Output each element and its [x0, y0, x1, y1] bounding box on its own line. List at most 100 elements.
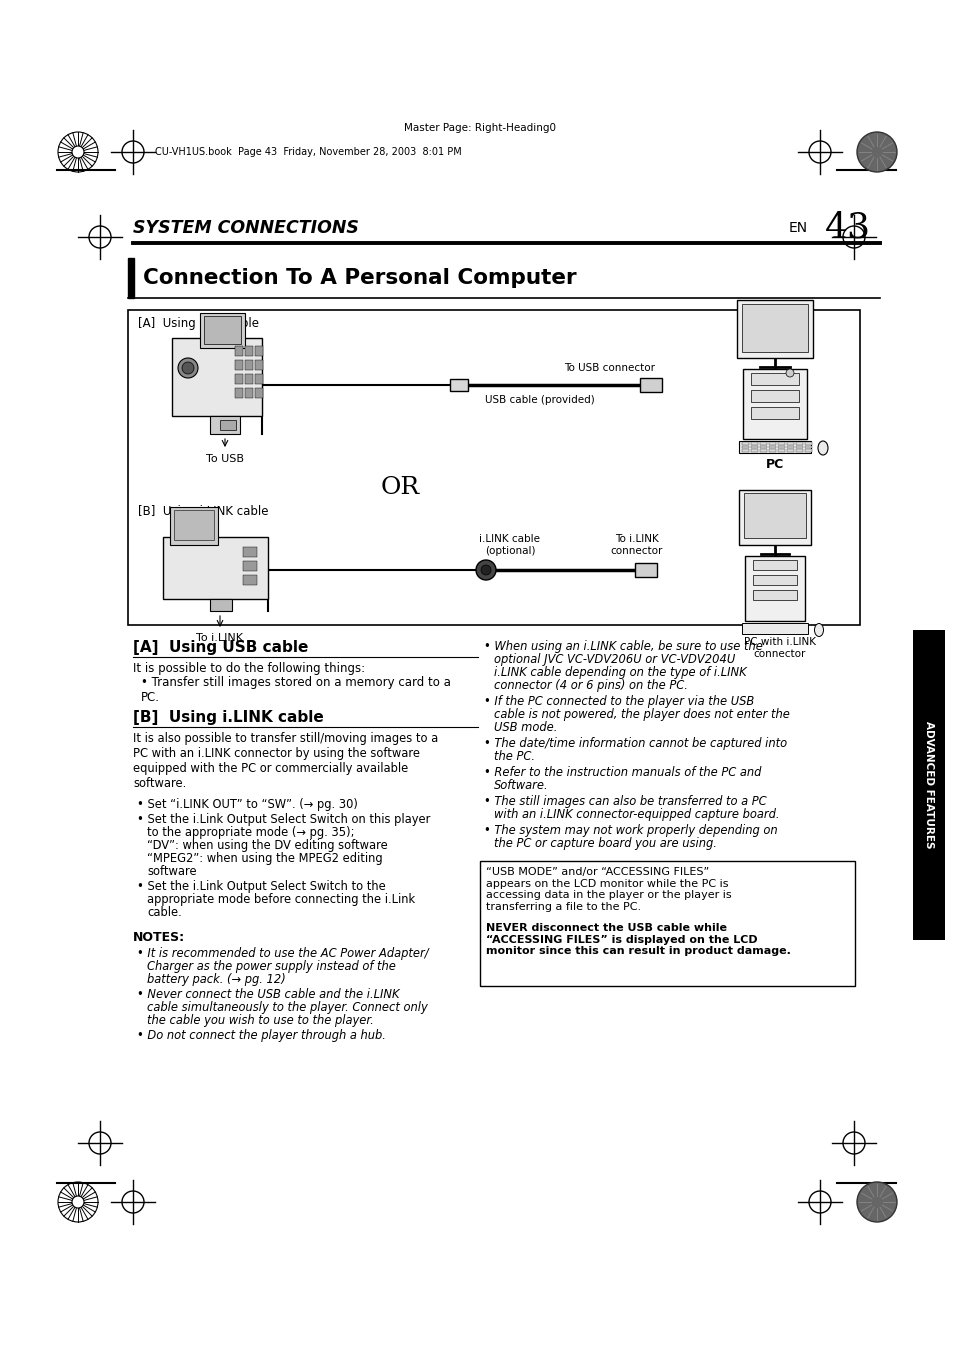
Text: [B]  Using i.LINK cable: [B] Using i.LINK cable [132, 711, 323, 725]
Bar [220, 420, 235, 430]
Text: PC with i.LINK
connector: PC with i.LINK connector [743, 638, 815, 658]
Text: To i.LINK
connector: To i.LINK connector [610, 535, 662, 557]
Text: connector (4 or 6 pins) on the PC.: connector (4 or 6 pins) on the PC. [494, 680, 687, 692]
Text: • Do not connect the player through a hub.: • Do not connect the player through a hu… [137, 1029, 385, 1042]
Bar [234, 359, 243, 370]
Text: • Refer to the instruction manuals of the PC and: • Refer to the instruction manuals of th… [483, 766, 760, 780]
Bar [795, 446, 802, 449]
Text: It is also possible to transfer still/moving images to a
PC with an i.LINK conne: It is also possible to transfer still/mo… [132, 732, 437, 790]
Text: • The still images can also be transferred to a PC: • The still images can also be transferr… [483, 794, 766, 808]
FancyBboxPatch shape [163, 536, 268, 598]
Text: [A]  Using USB cable: [A] Using USB cable [132, 640, 308, 655]
Text: To USB: To USB [206, 454, 244, 463]
Text: • If the PC connected to the player via the USB: • If the PC connected to the player via … [483, 694, 754, 708]
Bar [479, 861, 854, 986]
Text: [A]  Using USB cable: [A] Using USB cable [138, 317, 258, 331]
Bar [254, 388, 263, 399]
Bar [741, 304, 807, 353]
Bar [245, 359, 253, 370]
FancyBboxPatch shape [741, 623, 807, 634]
Bar [254, 346, 263, 357]
Bar [234, 346, 243, 357]
Text: • When using an i.LINK cable, be sure to use the: • When using an i.LINK cable, be sure to… [483, 640, 762, 653]
Bar [234, 374, 243, 384]
Bar [804, 446, 811, 449]
Text: OR: OR [380, 477, 419, 500]
Ellipse shape [817, 440, 827, 455]
Bar [750, 446, 758, 449]
Text: CU-VH1US.book  Page 43  Friday, November 28, 2003  8:01 PM: CU-VH1US.book Page 43 Friday, November 2… [154, 147, 461, 157]
Text: Connection To A Personal Computer: Connection To A Personal Computer [143, 267, 576, 288]
Bar [741, 449, 748, 451]
Text: • Set the i.Link Output Select Switch on this player: • Set the i.Link Output Select Switch on… [137, 813, 430, 825]
Bar [234, 388, 243, 399]
Bar [750, 407, 799, 419]
Text: the PC or capture board you are using.: the PC or capture board you are using. [494, 838, 716, 850]
Bar [778, 442, 784, 444]
Text: 43: 43 [824, 211, 870, 245]
Bar [128, 309, 859, 626]
Text: Software.: Software. [494, 780, 548, 792]
Polygon shape [200, 313, 245, 349]
Bar [254, 374, 263, 384]
Bar [743, 493, 805, 538]
FancyBboxPatch shape [635, 563, 657, 577]
Circle shape [856, 132, 896, 172]
Bar [912, 630, 944, 940]
Bar [742, 369, 806, 439]
Bar [795, 442, 802, 444]
Bar [750, 442, 758, 444]
Bar [254, 359, 263, 370]
Text: PC: PC [765, 458, 783, 471]
Text: It is possible to do the following things:: It is possible to do the following thing… [132, 662, 365, 676]
Bar [786, 449, 793, 451]
Circle shape [182, 362, 193, 374]
Bar [210, 598, 232, 611]
Bar [752, 576, 796, 585]
Bar [737, 300, 812, 358]
Bar [744, 557, 804, 621]
Bar [243, 576, 256, 585]
FancyBboxPatch shape [450, 380, 468, 390]
Bar [760, 442, 766, 444]
Ellipse shape [814, 624, 822, 636]
Circle shape [71, 1196, 84, 1208]
Text: “DV”: when using the DV editing software: “DV”: when using the DV editing software [147, 839, 387, 852]
Bar [760, 446, 766, 449]
Bar [741, 442, 748, 444]
Text: • Never connect the USB cable and the i.LINK: • Never connect the USB cable and the i.… [137, 988, 399, 1001]
Text: Master Page: Right-Heading0: Master Page: Right-Heading0 [403, 123, 556, 132]
Text: • The date/time information cannot be captured into: • The date/time information cannot be ca… [483, 738, 786, 750]
Text: • It is recommended to use the AC Power Adapter/: • It is recommended to use the AC Power … [137, 947, 428, 961]
Bar [170, 507, 218, 544]
Bar [786, 446, 793, 449]
Bar [786, 442, 793, 444]
Circle shape [476, 561, 496, 580]
Text: i.LINK cable depending on the type of i.LINK: i.LINK cable depending on the type of i.… [494, 666, 746, 680]
Circle shape [480, 565, 491, 576]
Text: cable.: cable. [147, 907, 182, 919]
Text: NEVER disconnect the USB cable while
“ACCESSING FILES” is displayed on the LCD
m: NEVER disconnect the USB cable while “AC… [485, 923, 790, 957]
Text: “USB MODE” and/or “ACCESSING FILES”
appears on the LCD monitor while the PC is
a: “USB MODE” and/or “ACCESSING FILES” appe… [485, 867, 731, 912]
Text: To USB connector: To USB connector [564, 363, 655, 373]
Bar [778, 449, 784, 451]
Text: USB mode.: USB mode. [494, 721, 557, 734]
Text: NOTES:: NOTES: [132, 931, 185, 944]
Bar [768, 449, 775, 451]
Text: USB cable (provided): USB cable (provided) [485, 394, 595, 405]
Bar [243, 547, 256, 557]
Bar [750, 449, 758, 451]
Text: EN: EN [788, 222, 807, 235]
Bar [752, 590, 796, 600]
Bar [741, 446, 748, 449]
Text: [B]  Using i.LINK cable: [B] Using i.LINK cable [138, 505, 268, 519]
FancyBboxPatch shape [739, 440, 810, 453]
Bar [739, 490, 810, 544]
Text: the cable you wish to use to the player.: the cable you wish to use to the player. [147, 1015, 374, 1027]
Bar [243, 561, 256, 571]
Text: • Set “i.LINK OUT” to “SW”. (→ pg. 30): • Set “i.LINK OUT” to “SW”. (→ pg. 30) [137, 798, 357, 811]
Text: the PC.: the PC. [494, 750, 535, 763]
Bar [804, 442, 811, 444]
Bar [760, 449, 766, 451]
Text: “MPEG2”: when using the MPEG2 editing: “MPEG2”: when using the MPEG2 editing [147, 852, 382, 865]
